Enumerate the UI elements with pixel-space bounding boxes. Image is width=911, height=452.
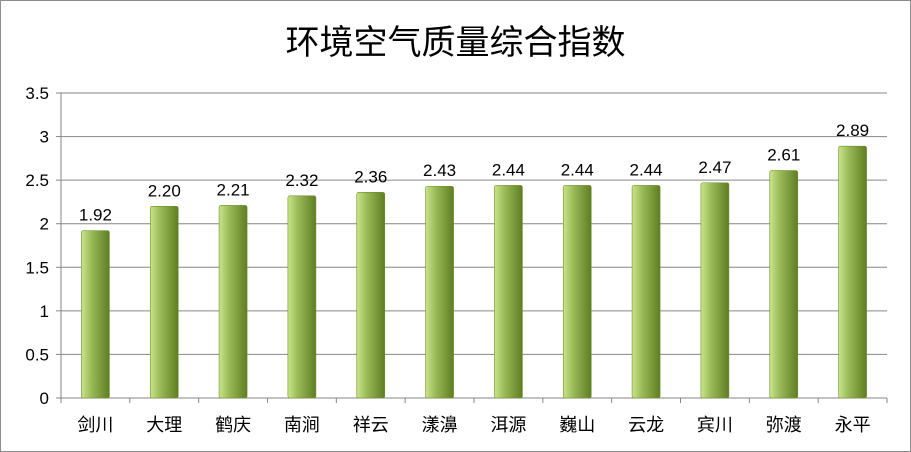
- y-tick-label: 1: [40, 302, 49, 321]
- x-category-label: 鹤庆: [215, 415, 251, 436]
- data-label: 2.44: [492, 160, 525, 179]
- x-category-label: 云龙: [628, 415, 664, 436]
- y-tick-label: 2: [40, 215, 49, 234]
- data-label: 2.20: [148, 181, 181, 200]
- data-label: 2.47: [698, 158, 731, 177]
- axes: [56, 92, 888, 403]
- y-tick-label: 0.5: [25, 345, 49, 364]
- gridlines: [61, 92, 887, 399]
- x-category-label: 永平: [835, 415, 871, 436]
- bar: [631, 185, 661, 399]
- x-category-label: 剑川: [77, 415, 113, 436]
- bar: [838, 145, 867, 399]
- data-label: 2.61: [767, 146, 800, 165]
- y-tick-label: 2.5: [25, 171, 49, 190]
- bar: [218, 205, 248, 399]
- data-label: 2.44: [561, 160, 594, 179]
- bar: [700, 182, 730, 399]
- bar: [769, 170, 799, 399]
- x-category-label: 弥渡: [766, 415, 802, 436]
- x-category-label: 巍山: [559, 415, 595, 436]
- x-category-label: 大理: [146, 415, 182, 436]
- labels: 0 0.5 1 1.5 2 2.5 3 3.5 1.92 剑川 2.20 大理 2.21 鹤庆 2.32 南涧…: [25, 84, 870, 436]
- bar: [425, 185, 454, 399]
- x-category-label: 漾濞: [422, 415, 458, 436]
- bar: [149, 205, 179, 399]
- bar: [81, 230, 110, 399]
- y-tick-label: 0: [40, 389, 49, 408]
- x-category-label: 洱源: [490, 415, 526, 436]
- data-label: 2.21: [217, 180, 250, 199]
- chart-title: 环境空气质量综合指数: [285, 23, 626, 63]
- data-label: 2.43: [423, 161, 456, 180]
- y-tick-label: 3.5: [25, 84, 49, 103]
- bar: [356, 192, 386, 399]
- data-label: 1.92: [79, 206, 112, 225]
- data-label: 2.36: [354, 167, 387, 186]
- y-tick-label: 1.5: [25, 258, 49, 277]
- bar: [562, 185, 592, 399]
- bar: [287, 195, 317, 399]
- data-label: 2.89: [836, 121, 869, 140]
- bar: [494, 185, 523, 399]
- data-label: 2.44: [630, 160, 663, 179]
- data-label: 2.32: [285, 171, 318, 190]
- x-category-label: 宾川: [697, 415, 733, 436]
- x-category-label: 祥云: [353, 415, 389, 436]
- y-tick-label: 3: [40, 128, 49, 147]
- x-category-label: 南涧: [284, 415, 320, 436]
- bars: [81, 145, 867, 399]
